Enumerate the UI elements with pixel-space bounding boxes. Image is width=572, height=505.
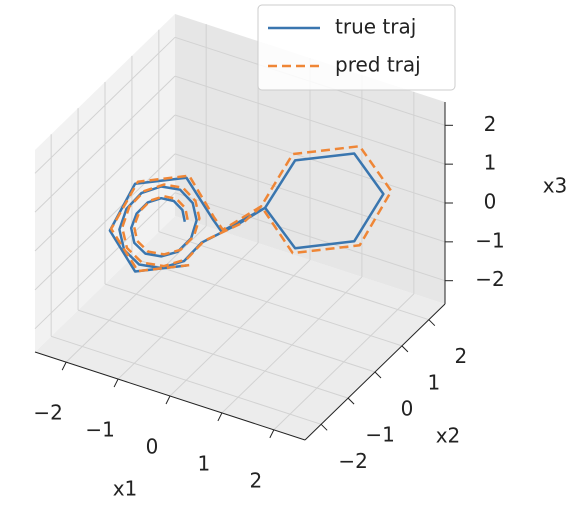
grid-line [77,309,349,399]
x-tick-label: 2 [249,468,262,492]
grid-line [131,257,403,347]
tick-mark [217,412,223,422]
grid-line [174,192,446,282]
x-tick-label: −1 [85,418,114,442]
z-tick-label: −1 [475,228,504,252]
tick-mark [428,319,436,327]
grid-line [34,153,176,291]
legend: true traj pred traj [257,4,456,91]
legend-box [257,4,456,91]
grid-line [158,231,430,321]
z-tick-label: −2 [475,267,504,291]
tick-mark [269,429,275,439]
x-axis-label: x1 [113,477,138,501]
trajectory [109,144,393,273]
x-tick-label: 1 [198,451,211,475]
tick-mark [374,371,382,379]
grid-line [50,335,322,425]
z-tick-label: 0 [484,190,497,214]
grid-line [34,75,176,213]
z-tick-label: 2 [484,112,497,136]
grid-line [34,114,176,252]
grid-line [34,192,176,330]
tick-mark [347,397,355,405]
x-tick-label: 0 [146,435,159,459]
lines [108,144,393,273]
tick-mark [61,361,67,371]
legend-label: pred traj [335,53,421,77]
y-tick-label: −1 [365,423,394,447]
y-tick-label: −2 [338,449,367,473]
z-tick-label: 1 [484,151,497,175]
y-tick-label: 0 [401,397,414,421]
y-axis-label: x2 [436,424,461,448]
tick-mark [113,378,119,388]
tick-mark [165,395,171,405]
grid-line [174,75,446,165]
tick-mark [401,345,409,353]
grid-line [174,153,446,243]
y-tick-label: 1 [428,370,441,394]
grid-line [104,283,376,373]
legend-label: true traj [335,15,416,39]
z-axis-label: x3 [543,174,568,198]
grid-line [34,36,176,174]
y-tick-label: 2 [454,344,467,368]
tick-mark [320,423,328,431]
x-tick-label: −2 [33,401,62,425]
